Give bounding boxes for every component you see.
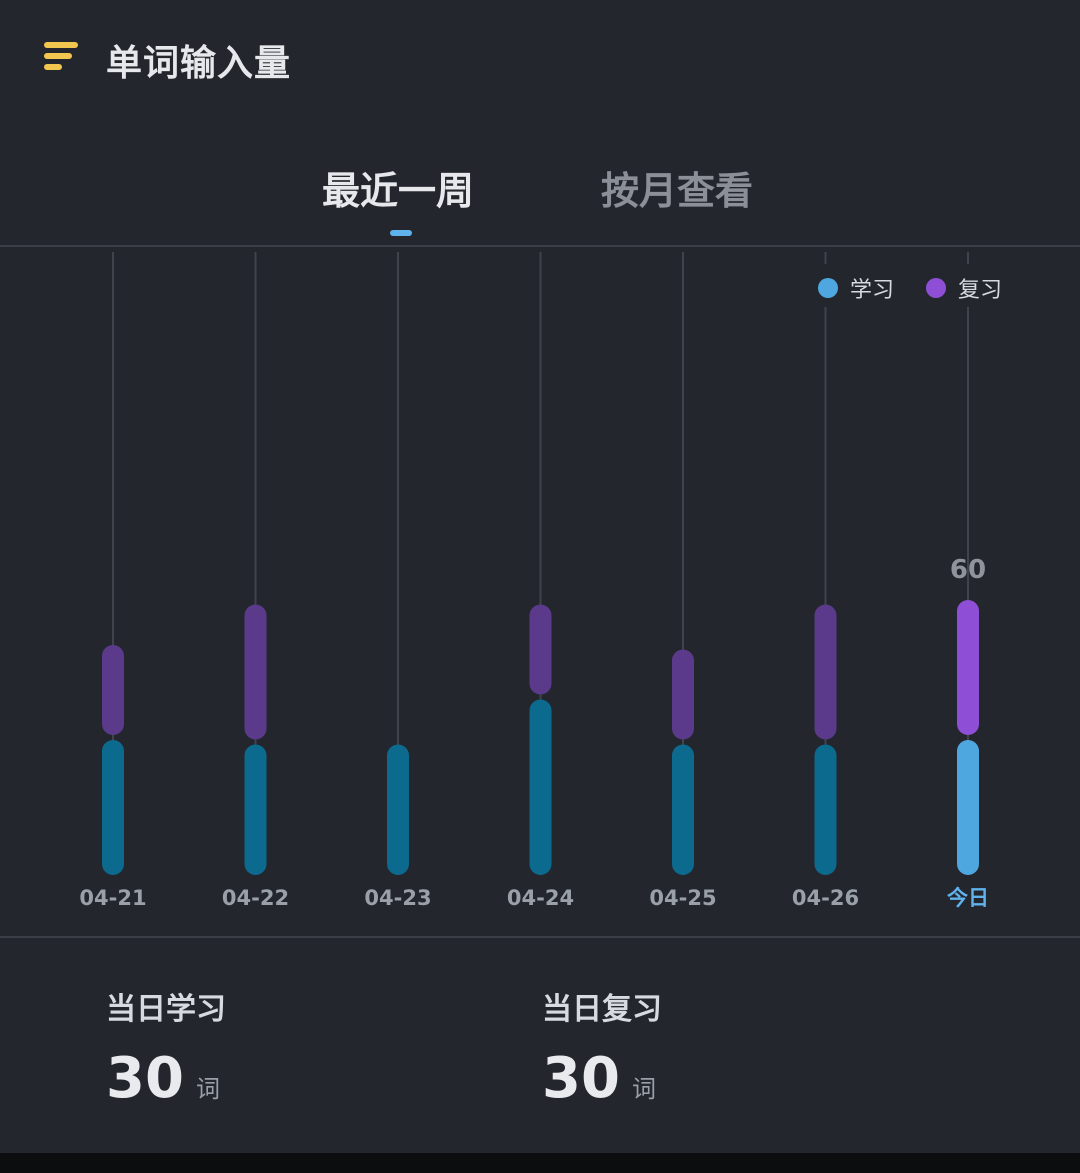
bar-learn[interactable]	[814, 744, 837, 876]
legend-dot-review	[926, 278, 947, 298]
tab-recent-week[interactable]: 最近一周	[322, 169, 475, 213]
bar-review[interactable]	[244, 604, 267, 740]
stat-learn-unit: 词	[195, 1075, 220, 1103]
legend-label-review: 复习	[958, 278, 1003, 303]
bar-review[interactable]	[529, 604, 552, 695]
x-tick-label: 今日	[947, 886, 989, 910]
x-tick-label: 04-25	[649, 886, 716, 910]
legend-item-review: 复习	[926, 272, 1002, 304]
bar-review[interactable]	[672, 649, 694, 740]
bar-review[interactable]	[102, 645, 124, 735]
bar-review[interactable]	[814, 604, 837, 740]
stat-review-unit: 词	[631, 1075, 656, 1103]
bar-learn[interactable]	[102, 740, 124, 875]
stat-review-value-row: 30 词	[542, 1046, 662, 1111]
stat-learn-label: 当日学习	[106, 992, 226, 1027]
stat-learn-value-row: 30 词	[106, 1046, 226, 1111]
section-divider	[0, 936, 1080, 938]
x-tick-label: 04-23	[364, 886, 431, 910]
x-tick-label: 04-24	[507, 886, 574, 910]
legend-dot-learn	[818, 278, 838, 298]
data-label-total: 60	[950, 555, 986, 585]
x-tick-label: 04-21	[79, 886, 146, 910]
bar-learn[interactable]	[672, 744, 694, 876]
tab-bar: 最近一周 按月查看	[0, 150, 1080, 247]
x-tick-label: 04-22	[222, 886, 289, 910]
bar-review[interactable]	[957, 600, 979, 735]
x-tick-label: 04-26	[792, 886, 859, 910]
bar-learn[interactable]	[957, 740, 979, 875]
bar-learn[interactable]	[529, 699, 552, 876]
bar-learn[interactable]	[244, 744, 267, 876]
legend-item-learn: 学习	[818, 272, 894, 304]
legend-label-learn: 学习	[850, 278, 895, 303]
chart-legend: 学习 复习	[818, 272, 1002, 304]
bar-learn[interactable]	[387, 744, 409, 876]
system-nav-bar	[0, 1153, 1080, 1173]
stat-daily-review: 当日复习 30 词	[542, 984, 662, 1111]
stat-daily-learn: 当日学习 30 词	[106, 984, 226, 1111]
stat-review-label: 当日复习	[542, 992, 662, 1027]
word-input-chart: 04-21 04-22 04-23 04-24 04-25 04-26 60 今日	[0, 245, 1080, 935]
stat-learn-value: 30	[106, 1046, 184, 1111]
stat-review-value: 30	[542, 1046, 620, 1111]
header: 单词输入量	[0, 0, 1080, 120]
chart-svg: 04-21 04-22 04-23 04-24 04-25 04-26 60 今日	[79, 252, 989, 910]
tab-by-month[interactable]: 按月查看	[601, 169, 754, 213]
menu-lines-icon[interactable]	[44, 40, 84, 76]
tab-active-indicator	[390, 230, 412, 236]
page-title: 单词输入量	[106, 43, 292, 84]
